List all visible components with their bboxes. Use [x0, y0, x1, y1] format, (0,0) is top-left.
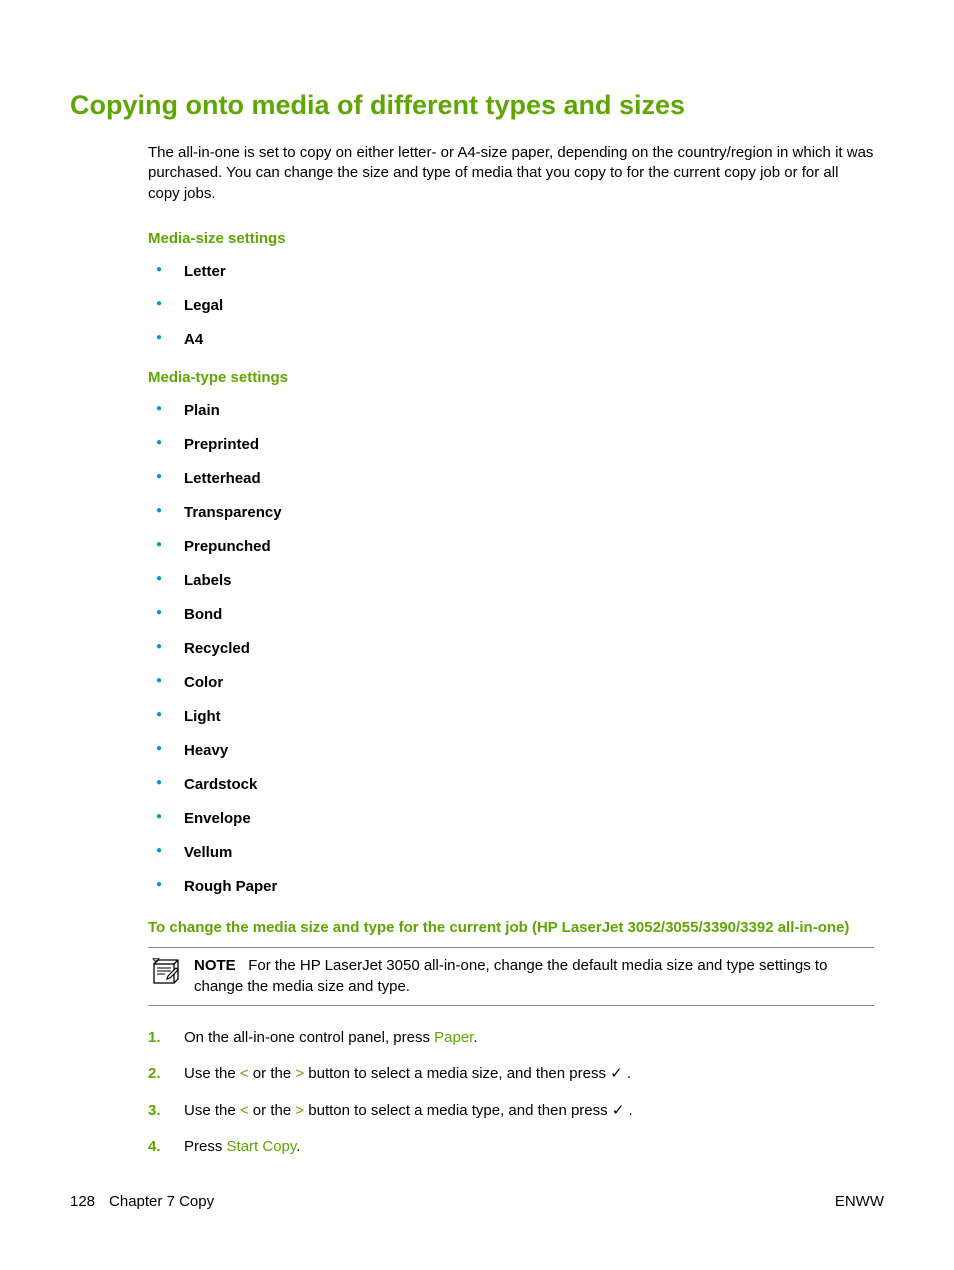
list-item: Legal	[148, 297, 874, 315]
right-arrow-ref: >	[295, 1065, 304, 1082]
list-item: Bond	[148, 606, 874, 624]
page-title: Copying onto media of different types an…	[70, 90, 884, 121]
check-icon: ✓	[610, 1065, 623, 1082]
change-section-heading: To change the media size and type for th…	[148, 918, 874, 938]
list-item: Recycled	[148, 640, 874, 658]
list-item: Rough Paper	[148, 878, 874, 896]
footer-left: 128 Chapter 7 Copy	[70, 1193, 228, 1210]
note-label: NOTE	[194, 957, 236, 974]
list-item: Preprinted	[148, 436, 874, 454]
step-4: Press Start Copy.	[148, 1137, 874, 1157]
step-3: Use the < or the > button to select a me…	[148, 1101, 874, 1121]
chapter-label: Chapter 7 Copy	[109, 1193, 214, 1210]
media-size-heading: Media-size settings	[148, 230, 874, 247]
list-item: Color	[148, 674, 874, 692]
content-body: The all-in-one is set to copy on either …	[70, 143, 884, 1157]
list-item: Labels	[148, 572, 874, 590]
note-body: For the HP LaserJet 3050 all-in-one, cha…	[194, 957, 827, 994]
media-size-list: Letter Legal A4	[148, 263, 874, 349]
list-item: Heavy	[148, 742, 874, 760]
list-item: Plain	[148, 402, 874, 420]
step-2: Use the < or the > button to select a me…	[148, 1064, 874, 1084]
steps-list: On the all-in-one control panel, press P…	[148, 1028, 874, 1157]
start-copy-ref: Start Copy	[227, 1138, 297, 1155]
page: Copying onto media of different types an…	[0, 0, 954, 1214]
list-item: Light	[148, 708, 874, 726]
step-1: On the all-in-one control panel, press P…	[148, 1028, 874, 1048]
intro-paragraph: The all-in-one is set to copy on either …	[148, 143, 874, 204]
media-type-heading: Media-type settings	[148, 369, 874, 386]
left-arrow-ref: <	[240, 1065, 249, 1082]
list-item: Cardstock	[148, 776, 874, 794]
list-item: Letterhead	[148, 470, 874, 488]
list-item: Envelope	[148, 810, 874, 828]
list-item: Prepunched	[148, 538, 874, 556]
note-icon	[150, 958, 180, 991]
list-item: Letter	[148, 263, 874, 281]
page-footer: 128 Chapter 7 Copy ENWW	[70, 1193, 884, 1210]
right-arrow-ref: >	[295, 1102, 304, 1119]
check-icon: ✓	[612, 1102, 625, 1119]
list-item: Vellum	[148, 844, 874, 862]
paper-button-ref: Paper	[434, 1029, 473, 1046]
media-type-list: Plain Preprinted Letterhead Transparency…	[148, 402, 874, 896]
list-item: Transparency	[148, 504, 874, 522]
footer-right: ENWW	[835, 1193, 884, 1210]
list-item: A4	[148, 331, 874, 349]
page-number: 128	[70, 1193, 95, 1210]
left-arrow-ref: <	[240, 1102, 249, 1119]
note-block: NOTE For the HP LaserJet 3050 all-in-one…	[148, 947, 874, 1006]
note-text: NOTE For the HP LaserJet 3050 all-in-one…	[194, 956, 874, 997]
